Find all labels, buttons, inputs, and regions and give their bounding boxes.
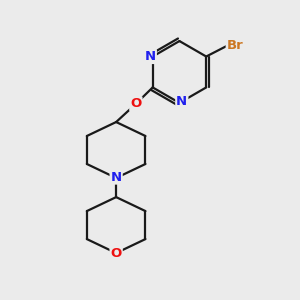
Text: N: N [145, 50, 156, 63]
Text: O: O [110, 248, 122, 260]
Text: N: N [176, 95, 188, 108]
Text: Br: Br [227, 39, 243, 52]
Text: N: N [111, 171, 122, 184]
Text: O: O [130, 97, 142, 110]
